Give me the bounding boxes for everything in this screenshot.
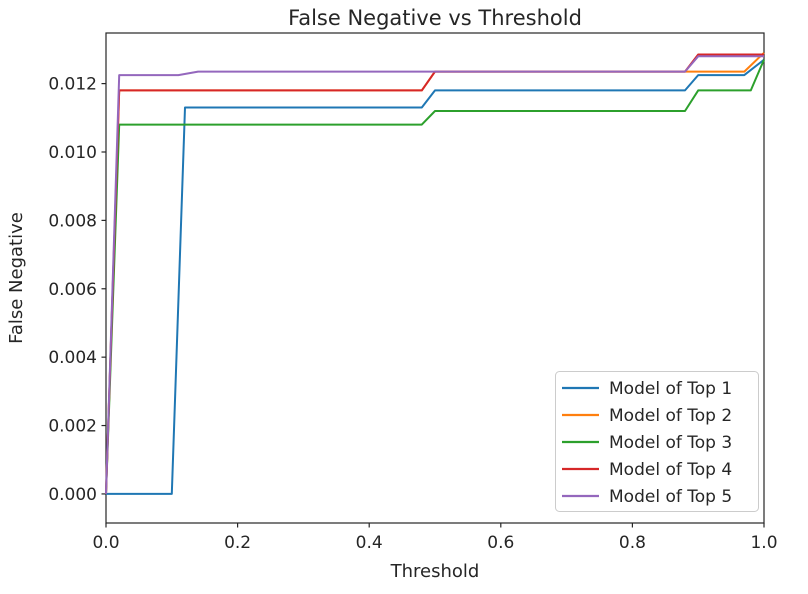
legend-entry: Model of Top 2 (562, 406, 732, 426)
axes-frame (105, 32, 765, 524)
y-tick-label: 0.010 (48, 143, 97, 163)
x-axis-label: Threshold (390, 561, 480, 582)
y-tick-label: 0.012 (48, 75, 97, 95)
x-tick-label: 0.0 (92, 533, 119, 553)
y-axis-label: False Negative (6, 212, 27, 344)
legend-entry: Model of Top 4 (562, 460, 732, 480)
y-tick-label: 0.006 (48, 280, 97, 300)
series-line-model-of-top-3 (105, 59, 765, 494)
x-tick-label: 0.8 (619, 533, 646, 553)
y-tick-label: 0.000 (48, 485, 97, 505)
legend-entry: Model of Top 1 (562, 379, 732, 399)
y-tick-label: 0.002 (48, 417, 97, 437)
legend-label: Model of Top 3 (609, 433, 732, 453)
legend-label: Model of Top 4 (609, 460, 732, 480)
legend-box (555, 371, 759, 512)
legend-label: Model of Top 5 (609, 487, 732, 507)
x-tick-label: 0.6 (487, 533, 514, 553)
x-tick-label: 0.4 (356, 533, 383, 553)
y-tick-label: 0.004 (48, 348, 97, 368)
legend: Model of Top 1 Model of Top 2 Model of Top… (555, 371, 759, 512)
x-tick-label: 0.2 (224, 533, 251, 553)
x-tick-label: 1.0 (750, 533, 777, 553)
series-line-model-of-top-1 (106, 58, 765, 495)
legend-label: Model of Top 2 (609, 406, 732, 426)
legend-entry: Model of Top 3 (562, 433, 732, 453)
plot-area: 0.0 0.2 0.4 0.6 0.8 1.0 0.000 0.002 0.004 0.006 0.… (48, 32, 778, 553)
legend-entry: Model of Top 5 (562, 487, 732, 507)
chart-title: False Negative vs Threshold (288, 6, 582, 30)
series-line-model-of-top-5 (105, 55, 764, 494)
legend-label: Model of Top 1 (609, 379, 732, 399)
y-tick-label: 0.008 (48, 211, 97, 231)
